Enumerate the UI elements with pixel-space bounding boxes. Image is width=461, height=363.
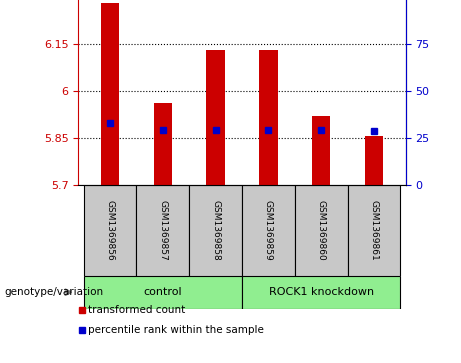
Text: GSM1369859: GSM1369859	[264, 200, 273, 261]
Bar	[154, 103, 172, 185]
Bar	[242, 185, 295, 276]
Bar	[189, 185, 242, 276]
Bar	[136, 185, 189, 276]
Bar	[365, 136, 383, 185]
Text: genotype/variation: genotype/variation	[5, 287, 104, 297]
Bar	[348, 185, 401, 276]
Text: ROCK1 knockdown: ROCK1 knockdown	[269, 287, 374, 297]
Bar	[83, 276, 242, 309]
Text: GSM1369861: GSM1369861	[370, 200, 378, 261]
Text: transformed count: transformed count	[88, 305, 185, 315]
Text: GSM1369856: GSM1369856	[106, 200, 114, 261]
Bar	[83, 185, 136, 276]
Text: GSM1369860: GSM1369860	[317, 200, 326, 261]
Text: percentile rank within the sample: percentile rank within the sample	[88, 325, 264, 335]
Text: GSM1369858: GSM1369858	[211, 200, 220, 261]
Bar	[295, 185, 348, 276]
Text: control: control	[143, 287, 182, 297]
Bar	[259, 50, 278, 185]
Bar	[312, 116, 331, 185]
Text: GSM1369857: GSM1369857	[158, 200, 167, 261]
Bar	[207, 50, 225, 185]
Bar	[242, 276, 401, 309]
Bar	[101, 3, 119, 185]
